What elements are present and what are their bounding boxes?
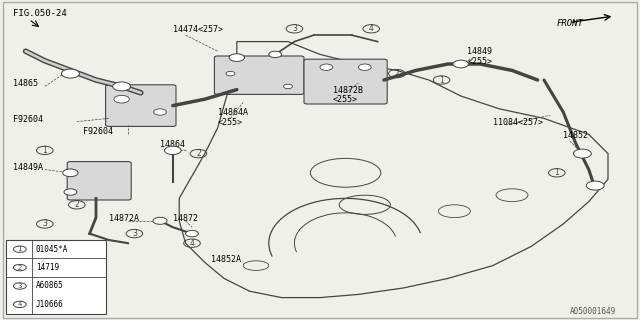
Text: <255>: <255> xyxy=(333,95,358,104)
Text: 14864: 14864 xyxy=(160,140,185,149)
Circle shape xyxy=(63,169,78,177)
Circle shape xyxy=(229,54,244,61)
Text: 14872: 14872 xyxy=(173,214,198,223)
Text: 2: 2 xyxy=(394,69,399,78)
Circle shape xyxy=(320,64,333,70)
Circle shape xyxy=(64,189,77,195)
FancyBboxPatch shape xyxy=(106,85,176,126)
Text: 14865: 14865 xyxy=(13,79,38,88)
Circle shape xyxy=(573,149,591,158)
Circle shape xyxy=(226,71,235,76)
Text: 14872B: 14872B xyxy=(333,86,363,95)
Text: 14852: 14852 xyxy=(563,131,588,140)
Text: 3: 3 xyxy=(292,24,297,33)
Text: 3: 3 xyxy=(132,229,137,238)
FancyBboxPatch shape xyxy=(304,59,387,104)
Circle shape xyxy=(358,64,371,70)
Circle shape xyxy=(61,69,79,78)
FancyBboxPatch shape xyxy=(214,56,304,94)
Text: 2: 2 xyxy=(18,265,22,271)
Text: FRONT: FRONT xyxy=(557,19,584,28)
Text: 4: 4 xyxy=(369,24,374,33)
Text: 1: 1 xyxy=(554,168,559,177)
Text: 14849: 14849 xyxy=(467,47,492,56)
Text: 1: 1 xyxy=(439,76,444,84)
Circle shape xyxy=(153,217,167,224)
Text: 3: 3 xyxy=(17,283,22,289)
Circle shape xyxy=(114,95,129,103)
Text: A050001649: A050001649 xyxy=(570,307,616,316)
Circle shape xyxy=(269,51,282,58)
Circle shape xyxy=(186,230,198,237)
Text: 14474<257>: 14474<257> xyxy=(173,25,223,34)
Text: <255>: <255> xyxy=(218,118,243,127)
Circle shape xyxy=(113,82,131,91)
Text: 2: 2 xyxy=(196,149,201,158)
Text: 2: 2 xyxy=(74,200,79,209)
Text: FIG.050-24: FIG.050-24 xyxy=(13,9,67,18)
Text: <255>: <255> xyxy=(467,57,492,66)
Text: 14852A: 14852A xyxy=(211,255,241,264)
Text: J10666: J10666 xyxy=(36,300,63,309)
Text: 11084<257>: 11084<257> xyxy=(493,118,543,127)
Text: F92604: F92604 xyxy=(83,127,113,136)
Circle shape xyxy=(154,109,166,115)
Text: A60865: A60865 xyxy=(36,282,63,291)
Text: 1: 1 xyxy=(17,246,22,252)
Text: 1: 1 xyxy=(42,146,47,155)
Text: 14849A: 14849A xyxy=(13,163,43,172)
Text: 14719: 14719 xyxy=(36,263,59,272)
Circle shape xyxy=(586,181,604,190)
Text: 14864A: 14864A xyxy=(218,108,248,117)
Circle shape xyxy=(164,146,181,155)
FancyBboxPatch shape xyxy=(67,162,131,200)
Text: 3: 3 xyxy=(42,220,47,228)
Text: 14872A: 14872A xyxy=(109,214,139,223)
Text: 4: 4 xyxy=(18,301,22,308)
Text: F92604: F92604 xyxy=(13,115,43,124)
Circle shape xyxy=(284,84,292,89)
Bar xyxy=(6,240,106,314)
Text: 01045*A: 01045*A xyxy=(36,245,68,254)
Text: 4: 4 xyxy=(189,239,195,248)
Circle shape xyxy=(453,60,468,68)
